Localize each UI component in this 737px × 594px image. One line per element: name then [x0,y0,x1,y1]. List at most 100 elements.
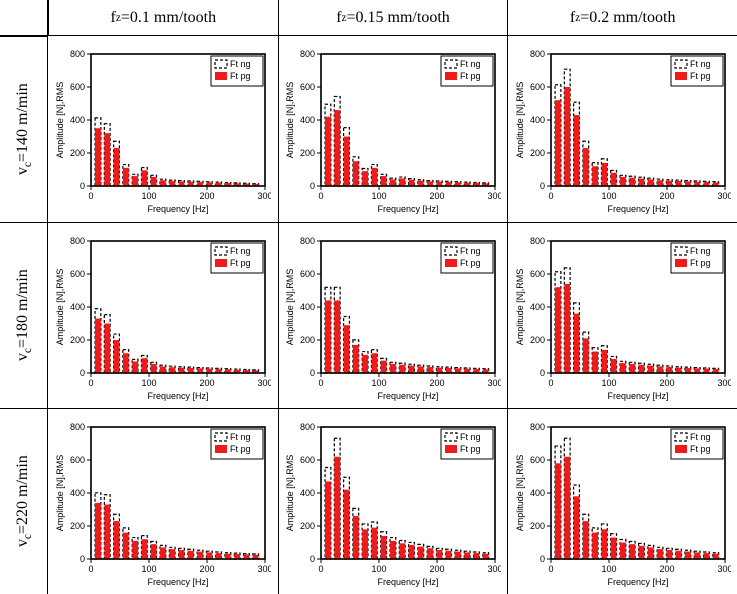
svg-text:Amplitude [N],RMS: Amplitude [N],RMS [55,82,65,159]
svg-text:Ft pg: Ft pg [230,71,251,81]
svg-text:0: 0 [88,191,93,201]
svg-text:300: 300 [717,191,731,201]
svg-text:Amplitude [N],RMS: Amplitude [N],RMS [55,268,65,345]
svg-text:800: 800 [70,49,85,59]
svg-text:Frequency [Hz]: Frequency [Hz] [377,391,438,401]
svg-text:600: 600 [300,269,315,279]
row-header-2: vc=180 m/min [0,222,48,408]
svg-text:200: 200 [659,191,674,201]
svg-text:Frequency [Hz]: Frequency [Hz] [377,204,438,214]
svg-text:200: 200 [300,521,315,531]
svg-text:Frequency [Hz]: Frequency [Hz] [147,577,208,587]
svg-text:100: 100 [141,564,156,574]
svg-text:600: 600 [300,82,315,92]
svg-text:0: 0 [80,554,85,564]
svg-text:Frequency [Hz]: Frequency [Hz] [377,577,438,587]
svg-text:200: 200 [530,521,545,531]
svg-text:Ft pg: Ft pg [460,444,481,454]
svg-text:100: 100 [141,378,156,388]
svg-text:600: 600 [530,269,545,279]
svg-text:200: 200 [530,148,545,158]
svg-text:Ft pg: Ft pg [690,444,711,454]
svg-text:400: 400 [300,488,315,498]
svg-text:300: 300 [487,564,501,574]
svg-text:800: 800 [300,49,315,59]
svg-text:0: 0 [80,368,85,378]
svg-text:400: 400 [70,115,85,125]
svg-text:200: 200 [199,378,214,388]
svg-text:300: 300 [487,191,501,201]
svg-text:Ft ng: Ft ng [230,246,251,256]
svg-text:600: 600 [70,455,85,465]
svg-text:0: 0 [540,368,545,378]
svg-text:300: 300 [257,564,271,574]
svg-text:800: 800 [300,236,315,246]
svg-text:800: 800 [70,422,85,432]
svg-text:0: 0 [310,554,315,564]
svg-text:Amplitude [N],RMS: Amplitude [N],RMS [285,82,295,159]
svg-text:Frequency [Hz]: Frequency [Hz] [147,391,208,401]
svg-text:400: 400 [300,302,315,312]
svg-text:200: 200 [429,191,444,201]
svg-text:100: 100 [371,378,386,388]
svg-text:Ft pg: Ft pg [460,71,481,81]
svg-text:Ft ng: Ft ng [690,432,711,442]
svg-text:300: 300 [257,191,271,201]
svg-text:Amplitude [N],RMS: Amplitude [N],RMS [515,454,525,531]
svg-text:100: 100 [601,378,616,388]
svg-text:300: 300 [487,378,501,388]
svg-text:100: 100 [141,191,156,201]
svg-text:Ft ng: Ft ng [460,432,481,442]
svg-text:600: 600 [530,455,545,465]
svg-text:300: 300 [257,378,271,388]
row-header-1: vc=140 m/min [0,36,48,222]
svg-text:Ft pg: Ft pg [230,444,251,454]
svg-text:Amplitude [N],RMS: Amplitude [N],RMS [515,268,525,345]
svg-text:0: 0 [540,554,545,564]
svg-text:Amplitude [N],RMS: Amplitude [N],RMS [285,268,295,345]
chart-r1c3: 01002003000200400600800Frequency [Hz]Amp… [507,36,737,222]
svg-text:100: 100 [371,564,386,574]
chart-grid: fz=0.1 mm/tooth fz=0.15 mm/tooth fz=0.2 … [0,0,737,594]
svg-text:400: 400 [530,488,545,498]
svg-text:300: 300 [717,564,731,574]
svg-text:600: 600 [300,455,315,465]
svg-text:200: 200 [659,378,674,388]
col-header-3: fz=0.2 mm/tooth [507,0,737,36]
svg-text:Amplitude [N],RMS: Amplitude [N],RMS [285,454,295,531]
chart-r3c3: 01002003000200400600800Frequency [Hz]Amp… [507,408,737,594]
svg-text:800: 800 [300,422,315,432]
svg-text:100: 100 [371,191,386,201]
svg-text:200: 200 [429,378,444,388]
svg-text:Ft pg: Ft pg [460,258,481,268]
row-header-3: vc=220 m/min [0,408,48,594]
svg-text:Ft ng: Ft ng [230,432,251,442]
svg-text:Ft ng: Ft ng [460,246,481,256]
svg-text:200: 200 [300,148,315,158]
svg-text:800: 800 [70,236,85,246]
svg-text:400: 400 [70,302,85,312]
svg-text:600: 600 [70,269,85,279]
chart-r3c2: 01002003000200400600800Frequency [Hz]Amp… [278,408,508,594]
svg-text:800: 800 [530,422,545,432]
svg-text:200: 200 [300,335,315,345]
svg-text:Ft pg: Ft pg [690,258,711,268]
svg-text:600: 600 [530,82,545,92]
svg-text:800: 800 [530,49,545,59]
svg-text:100: 100 [601,191,616,201]
svg-text:Amplitude [N],RMS: Amplitude [N],RMS [515,82,525,159]
svg-text:Ft pg: Ft pg [690,71,711,81]
svg-text:0: 0 [88,378,93,388]
col-header-2: fz=0.15 mm/tooth [278,0,508,36]
svg-text:200: 200 [659,564,674,574]
svg-text:0: 0 [548,191,553,201]
corner-cell [0,0,48,36]
chart-r2c3: 01002003000200400600800Frequency [Hz]Amp… [507,222,737,408]
svg-text:0: 0 [318,378,323,388]
svg-text:Ft ng: Ft ng [690,246,711,256]
svg-text:Frequency [Hz]: Frequency [Hz] [607,391,668,401]
svg-text:Frequency [Hz]: Frequency [Hz] [607,204,668,214]
svg-text:Ft ng: Ft ng [690,59,711,69]
svg-text:0: 0 [310,181,315,191]
svg-text:200: 200 [70,148,85,158]
